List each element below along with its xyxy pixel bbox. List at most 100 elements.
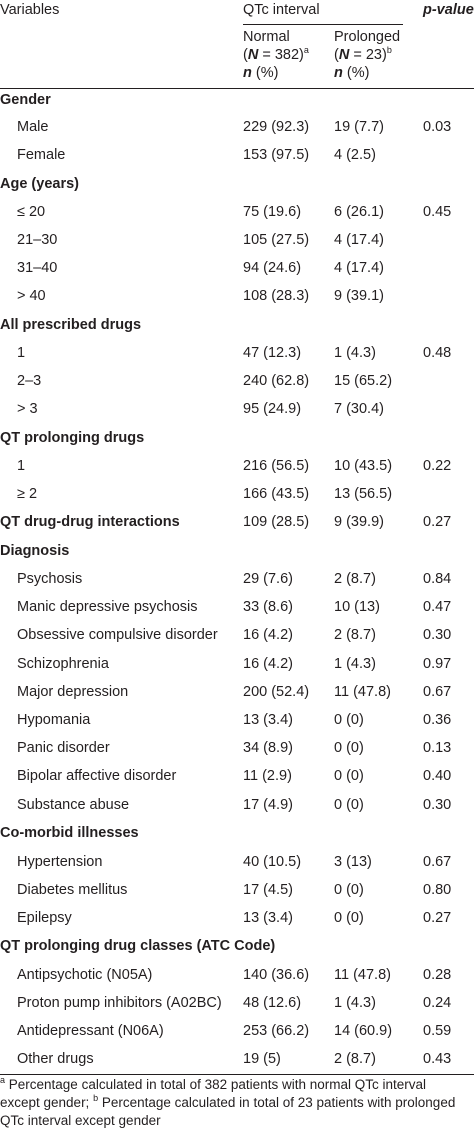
cell-normal: 95 (24.9) [243,401,302,417]
row-label: > 40 [17,288,46,304]
row-label: Other drugs [17,1051,94,1067]
cell-normal: 40 (10.5) [243,854,302,870]
cell-normal: 16 (4.2) [243,656,293,672]
section-heading: Diagnosis [0,543,70,559]
cell-p-value: 0.45 [423,204,452,220]
cell-prolonged: 10 (43.5) [334,458,393,474]
row-label: Proton pump inhibitors (A02BC) [17,995,222,1011]
cell-prolonged: 0 (0) [334,882,364,898]
cell-normal: 29 (7.6) [243,571,293,587]
section-heading: QT prolonging drugs [0,430,145,446]
row-label: 21–30 [17,232,58,248]
cell-normal: 17 (4.9) [243,797,293,813]
cell-prolonged: 11 (47.8) [334,684,391,700]
section-heading: Gender [0,92,51,108]
table-bottom-rule [0,1074,474,1075]
cell-prolonged: 9 (39.1) [334,288,384,304]
row-label: 1 [17,458,26,474]
row-label: Antidepressant (N06A) [17,1023,164,1039]
p-value-header: p-value [423,2,474,18]
section-heading: QT drug-drug interactions [0,514,180,530]
cell-normal: 166 (43.5) [243,486,310,502]
row-label: ≤ 20 [17,204,46,220]
cell-p-value: 0.13 [423,740,452,756]
cell-normal: 17 (4.5) [243,882,293,898]
row-label: Antipsychotic (N05A) [17,967,153,983]
cell-prolonged: 15 (65.2) [334,373,393,389]
cell-normal: 105 (27.5) [243,232,310,248]
row-label: 31–40 [17,260,58,276]
cell-p-value: 0.67 [423,684,452,700]
cell-normal: 140 (36.6) [243,967,310,983]
cell-p-value: 0.84 [423,571,452,587]
cell-prolonged: 14 (60.9) [334,1023,393,1039]
cell-normal: 47 (12.3) [243,345,302,361]
row-label: Hypertension [17,854,103,870]
cell-p-value: 0.24 [423,995,452,1011]
cell-p-value: 0.80 [423,882,452,898]
cell-prolonged: 13 (56.5) [334,486,393,502]
cell-normal: 19 (5) [243,1051,281,1067]
cell-prolonged: 1 (4.3) [334,656,376,672]
row-label: 2–3 [17,373,42,389]
cell-prolonged: 9 (39.9) [334,514,384,530]
row-label: Bipolar affective disorder [17,768,177,784]
cell-normal: 108 (28.3) [243,288,310,304]
cell-prolonged: 1 (4.3) [334,345,376,361]
normal-header-title: Normal [243,29,290,45]
cell-normal: 13 (3.4) [243,910,293,926]
footnote-line-3: QTc interval except gender [0,1113,161,1128]
row-label: Psychosis [17,571,83,587]
row-label: Epilepsy [17,910,72,926]
footnote-line-2: except gender; b Percentage calculated i… [0,1093,456,1111]
cell-prolonged: 2 (8.7) [334,1051,376,1067]
cell-prolonged: 0 (0) [334,768,364,784]
cell-normal: 48 (12.6) [243,995,302,1011]
cell-prolonged: 3 (13) [334,854,372,870]
cell-normal: 75 (19.6) [243,204,302,220]
cell-prolonged: 4 (2.5) [334,147,376,163]
prolonged-header-n: (N = 23)b [334,45,392,64]
cell-prolonged: 0 (0) [334,910,364,926]
row-label: Obsessive compulsive disorder [17,627,218,643]
cell-p-value: 0.27 [423,910,452,926]
cell-prolonged: 19 (7.7) [334,119,384,135]
cell-normal: 216 (56.5) [243,458,310,474]
cell-p-value: 0.97 [423,656,452,672]
cell-normal: 34 (8.9) [243,740,293,756]
cell-prolonged: 2 (8.7) [334,571,376,587]
row-label: Male [17,119,49,135]
row-label: Panic disorder [17,740,110,756]
cell-p-value: 0.67 [423,854,452,870]
cell-prolonged: 0 (0) [334,797,364,813]
cell-p-value: 0.40 [423,768,452,784]
cell-p-value: 0.59 [423,1023,452,1039]
cell-prolonged: 2 (8.7) [334,627,376,643]
cell-prolonged: 11 (47.8) [334,967,391,983]
cell-prolonged: 7 (30.4) [334,401,384,417]
cell-normal: 16 (4.2) [243,627,293,643]
cell-normal: 240 (62.8) [243,373,310,389]
variables-header: Variables [0,2,60,18]
cell-normal: 229 (92.3) [243,119,310,135]
cell-p-value: 0.30 [423,797,452,813]
cell-p-value: 0.48 [423,345,452,361]
cell-p-value: 0.30 [423,627,452,643]
cell-prolonged: 0 (0) [334,740,364,756]
prolonged-header-pct: n (%) [334,65,370,81]
section-heading: All prescribed drugs [0,317,142,333]
cell-p-value: 0.43 [423,1051,452,1067]
row-label: Hypomania [17,712,91,728]
cell-normal: 33 (8.6) [243,599,293,615]
row-label: Diabetes mellitus [17,882,128,898]
prolonged-header-title: Prolonged [334,29,401,45]
cell-prolonged: 4 (17.4) [334,260,384,276]
row-label: > 3 [17,401,38,417]
section-heading: Co-morbid illnesses [0,825,139,841]
row-label: Female [17,147,66,163]
normal-header-pct: n (%) [243,65,279,81]
cell-p-value: 0.28 [423,967,452,983]
cell-normal: 11 (2.9) [243,768,292,784]
cell-normal: 13 (3.4) [243,712,293,728]
row-label: Substance abuse [17,797,130,813]
